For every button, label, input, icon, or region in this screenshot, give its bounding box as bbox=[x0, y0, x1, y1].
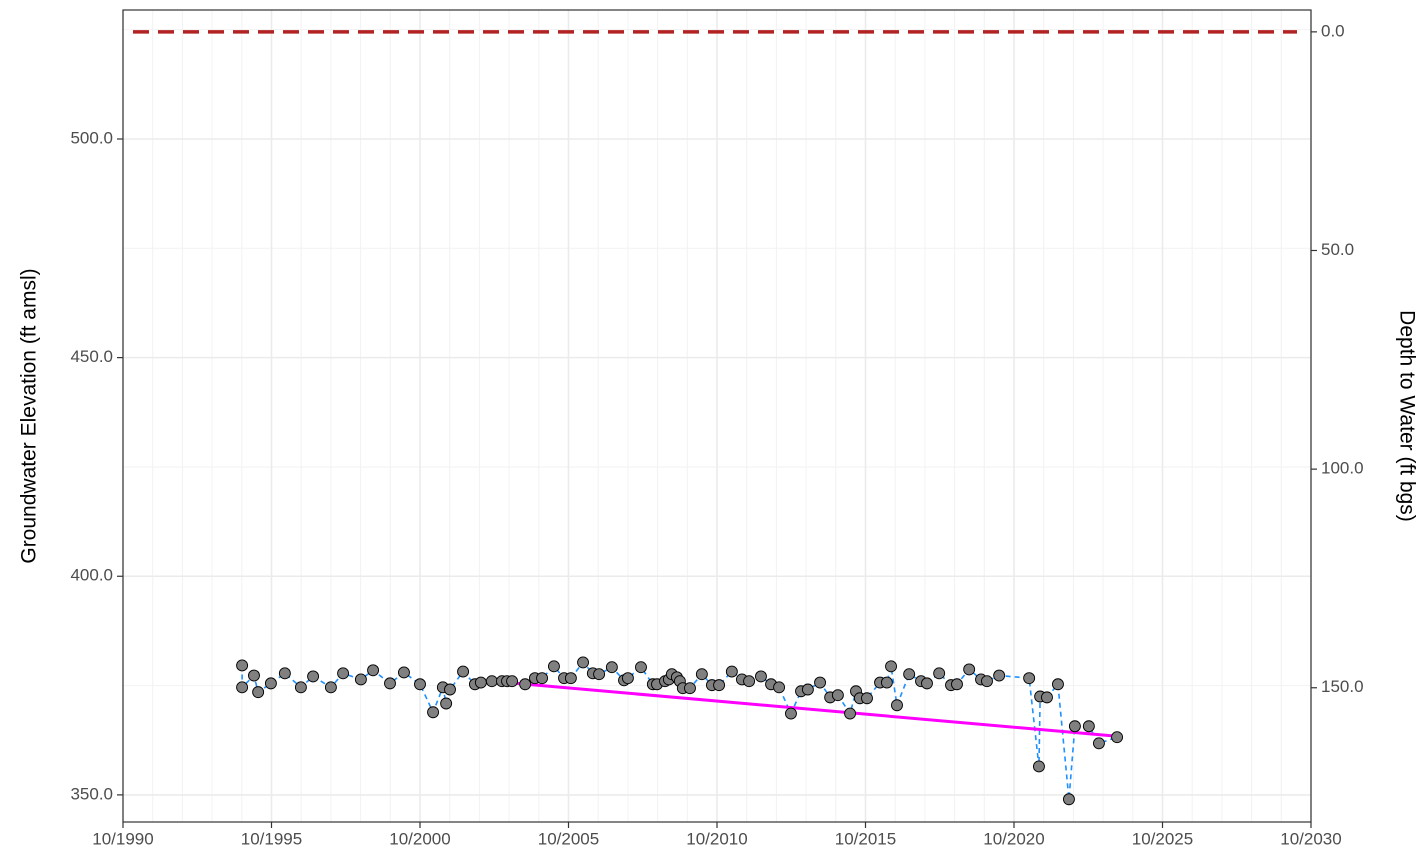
data-point bbox=[506, 675, 519, 688]
data-point bbox=[1068, 720, 1081, 733]
x-tick-label: 10/2025 bbox=[1132, 829, 1193, 848]
data-point bbox=[536, 672, 549, 685]
data-point bbox=[621, 672, 634, 685]
data-point bbox=[725, 665, 738, 678]
data-point bbox=[324, 681, 337, 694]
data-point bbox=[891, 699, 903, 712]
y2-axis-title: Depth to Water (ft bgs) bbox=[1395, 310, 1418, 522]
data-point bbox=[307, 670, 320, 683]
data-point bbox=[264, 677, 277, 690]
data-point bbox=[773, 681, 786, 694]
data-point bbox=[844, 707, 857, 720]
data-point bbox=[427, 706, 440, 719]
y-axis-title: Groundwater Elevation (ft amsl) bbox=[18, 268, 41, 563]
x-tick-label: 10/2020 bbox=[983, 829, 1044, 848]
data-point bbox=[1032, 760, 1045, 773]
data-point bbox=[414, 678, 426, 691]
data-point bbox=[605, 661, 618, 674]
y-tick-label: 350.0 bbox=[70, 784, 113, 803]
data-point bbox=[236, 659, 249, 672]
data-point bbox=[903, 668, 916, 681]
data-point bbox=[1111, 731, 1124, 744]
data-point bbox=[1023, 672, 1036, 685]
data-point bbox=[1062, 793, 1075, 806]
data-point bbox=[474, 676, 487, 689]
data-point bbox=[485, 675, 498, 688]
data-point bbox=[547, 660, 560, 673]
x-tick-label: 10/1990 bbox=[92, 829, 153, 848]
data-point bbox=[337, 667, 350, 680]
y-tick-label: 400.0 bbox=[70, 566, 113, 585]
data-point bbox=[440, 697, 453, 710]
data-point bbox=[635, 661, 647, 674]
y-tick-label: 450.0 bbox=[70, 347, 113, 366]
y-tick-label: 500.0 bbox=[70, 128, 113, 147]
data-point bbox=[1041, 691, 1053, 704]
data-point bbox=[743, 675, 756, 688]
data-point bbox=[248, 669, 260, 682]
data-point bbox=[577, 656, 590, 669]
x-tick-label: 10/2030 bbox=[1280, 829, 1341, 848]
data-point bbox=[398, 666, 410, 679]
data-point bbox=[384, 677, 396, 690]
data-point bbox=[713, 679, 726, 692]
x-tick-label: 10/2005 bbox=[538, 829, 599, 848]
data-point bbox=[981, 675, 993, 688]
data-point bbox=[684, 682, 696, 695]
plot-border bbox=[122, 9, 1312, 823]
trend-line bbox=[491, 679, 1118, 738]
data-point bbox=[885, 660, 897, 673]
data-point bbox=[564, 672, 577, 685]
data-point bbox=[695, 668, 708, 681]
data-point bbox=[921, 677, 933, 690]
data-point bbox=[831, 689, 844, 702]
data-point bbox=[252, 686, 265, 699]
data-point bbox=[814, 676, 827, 689]
y2-tick-label: 50.0 bbox=[1321, 240, 1354, 259]
y2-tick-label: 100.0 bbox=[1321, 459, 1364, 478]
data-point bbox=[880, 676, 893, 689]
data-point bbox=[993, 669, 1006, 682]
data-point bbox=[519, 678, 532, 691]
data-point bbox=[1052, 678, 1064, 691]
y2-tick-label: 150.0 bbox=[1321, 677, 1364, 696]
data-point bbox=[593, 668, 606, 681]
data-point bbox=[278, 667, 291, 680]
data-point bbox=[785, 707, 797, 720]
data-point bbox=[951, 678, 963, 691]
data-point bbox=[933, 667, 946, 680]
data-point bbox=[444, 683, 456, 696]
data-point bbox=[861, 692, 873, 705]
y2-tick-label: 0.0 bbox=[1321, 21, 1345, 40]
x-tick-label: 10/1995 bbox=[241, 829, 302, 848]
data-point bbox=[1082, 720, 1095, 733]
data-point bbox=[294, 681, 307, 694]
data-point bbox=[755, 670, 767, 683]
data-point bbox=[367, 664, 380, 677]
data-point bbox=[801, 683, 814, 696]
data-point bbox=[354, 673, 367, 686]
data-point bbox=[457, 665, 470, 678]
data-point bbox=[236, 681, 249, 694]
data-point bbox=[963, 663, 976, 676]
x-tick-label: 10/2000 bbox=[389, 829, 450, 848]
data-point bbox=[1092, 737, 1105, 750]
x-tick-label: 10/2010 bbox=[686, 829, 747, 848]
x-tick-label: 10/2015 bbox=[835, 829, 896, 848]
